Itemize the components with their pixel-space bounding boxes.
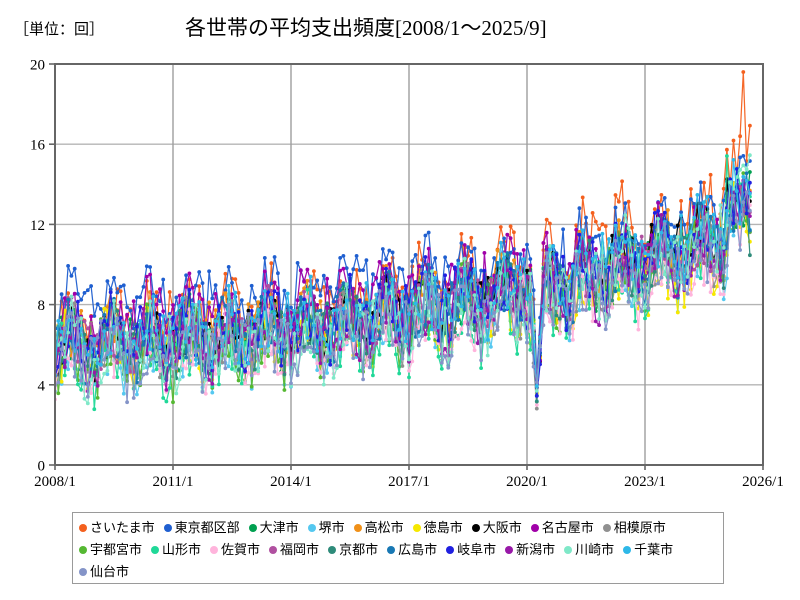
- data-series-group: [55, 70, 752, 412]
- legend-item[interactable]: 東京都区部: [163, 520, 240, 535]
- legend-label: 東京都区部: [174, 520, 240, 535]
- data-series: [55, 158, 752, 388]
- legend-marker-icon: [530, 524, 539, 532]
- legend-marker-icon: [471, 524, 480, 532]
- legend-marker-icon: [564, 546, 573, 554]
- legend-marker-icon: [79, 524, 87, 532]
- legend-label: 徳島市: [423, 520, 463, 535]
- x-tick-label: 2008/1: [34, 474, 76, 490]
- x-tick-label: 2023/1: [624, 474, 666, 490]
- legend-item[interactable]: 仙台市: [79, 565, 129, 579]
- legend-item[interactable]: 岐阜市: [446, 543, 496, 557]
- legend-label: 新潟市: [516, 542, 556, 557]
- x-tick-label: 2020/1: [506, 474, 548, 490]
- legend-marker-icon: [328, 546, 337, 554]
- legend-item[interactable]: 大阪市: [471, 520, 522, 535]
- legend-item[interactable]: 山形市: [151, 543, 201, 557]
- legend-item[interactable]: さいたま市: [79, 521, 155, 535]
- y-tick-label: 12: [30, 218, 45, 234]
- legend-marker-icon: [353, 524, 362, 532]
- legend-marker-icon: [248, 524, 257, 532]
- legend-marker-icon: [412, 524, 421, 532]
- legend-item[interactable]: 京都市: [328, 543, 378, 557]
- x-axis: 2008/1 2011/1 2014/1 2017/1 2020/1 2023/1 2026…: [34, 465, 784, 490]
- legend-item[interactable]: 川崎市: [564, 543, 614, 557]
- y-axis: 0 4 8 12 16 20: [30, 58, 55, 475]
- legend-label: 広島市: [398, 542, 438, 557]
- legend-label: 相模原市: [613, 520, 666, 535]
- x-tick-label: 2017/1: [388, 474, 430, 490]
- y-tick-label: 4: [38, 378, 46, 394]
- legend-item[interactable]: 相模原市: [602, 520, 666, 535]
- legend-label: 大津市: [259, 520, 299, 535]
- legend-label: 千葉市: [634, 542, 674, 557]
- y-tick-label: 8: [38, 298, 46, 314]
- legend-label: 宇都宮市: [90, 542, 143, 557]
- legend-marker-icon: [446, 546, 455, 554]
- legend-row: 仙台市: [79, 561, 717, 583]
- y-tick-label: 0: [38, 459, 46, 475]
- legend-marker-icon: [387, 546, 396, 554]
- legend-item[interactable]: 佐賀市: [210, 543, 260, 557]
- chart-title: 各世帯の平均支出頻度[2008/1～2025/9]: [185, 16, 547, 40]
- legend-marker-icon: [163, 524, 172, 532]
- legend-item[interactable]: 堺市: [307, 520, 345, 535]
- legend-marker-icon: [79, 568, 87, 576]
- legend-item[interactable]: 高松市: [353, 520, 404, 535]
- x-tick-label: 2014/1: [270, 474, 312, 490]
- legend-marker-icon: [151, 546, 160, 554]
- legend-item[interactable]: 福岡市: [269, 543, 319, 557]
- legend-marker-icon: [505, 546, 514, 554]
- legend-item[interactable]: 大津市: [248, 520, 299, 535]
- legend-marker-icon: [79, 546, 87, 554]
- legend-label: さいたま市: [90, 520, 155, 535]
- legend-label: 京都市: [339, 542, 379, 557]
- legend-item[interactable]: 千葉市: [623, 543, 673, 557]
- legend-row: さいたま市 東京都区部 大津市 堺市 高松市 徳島市 大阪市 名古屋市 相模原市: [79, 517, 717, 539]
- legend-label: 大阪市: [482, 520, 522, 535]
- legend-label: 川崎市: [575, 542, 615, 557]
- legend-item[interactable]: 新潟市: [505, 543, 555, 557]
- legend-item[interactable]: 広島市: [387, 543, 437, 557]
- legend-marker-icon: [307, 524, 316, 532]
- chart-legend: さいたま市 東京都区部 大津市 堺市 高松市 徳島市 大阪市 名古屋市 相模原市宇都宮市 山形市 佐…: [72, 512, 724, 584]
- legend-marker-icon: [210, 546, 219, 554]
- legend-label: 名古屋市: [541, 520, 594, 535]
- legend-label: 岐阜市: [457, 542, 497, 557]
- legend-label: 堺市: [318, 520, 345, 535]
- data-series: [55, 190, 752, 405]
- legend-label: 福岡市: [280, 542, 320, 557]
- legend-label: 高松市: [364, 520, 404, 535]
- legend-row: 宇都宮市 山形市 佐賀市 福岡市 京都市 広島市 岐阜市 新潟市 川崎市 千葉市: [79, 539, 717, 561]
- unit-label: ［単位：回］: [14, 22, 105, 38]
- legend-label: 佐賀市: [221, 542, 261, 557]
- x-tick-label: 2011/1: [152, 474, 193, 490]
- legend-item[interactable]: 名古屋市: [530, 520, 594, 535]
- y-tick-label: 16: [30, 138, 46, 154]
- y-tick-label: 20: [30, 58, 45, 74]
- legend-marker-icon: [269, 546, 278, 554]
- legend-marker-icon: [602, 524, 611, 532]
- legend-marker-icon: [623, 546, 632, 554]
- x-tick-label: 2026/1: [742, 474, 784, 490]
- legend-item[interactable]: 徳島市: [412, 520, 463, 535]
- legend-label: 山形市: [162, 542, 202, 557]
- legend-label: 仙台市: [90, 564, 130, 579]
- legend-item[interactable]: 宇都宮市: [79, 543, 142, 557]
